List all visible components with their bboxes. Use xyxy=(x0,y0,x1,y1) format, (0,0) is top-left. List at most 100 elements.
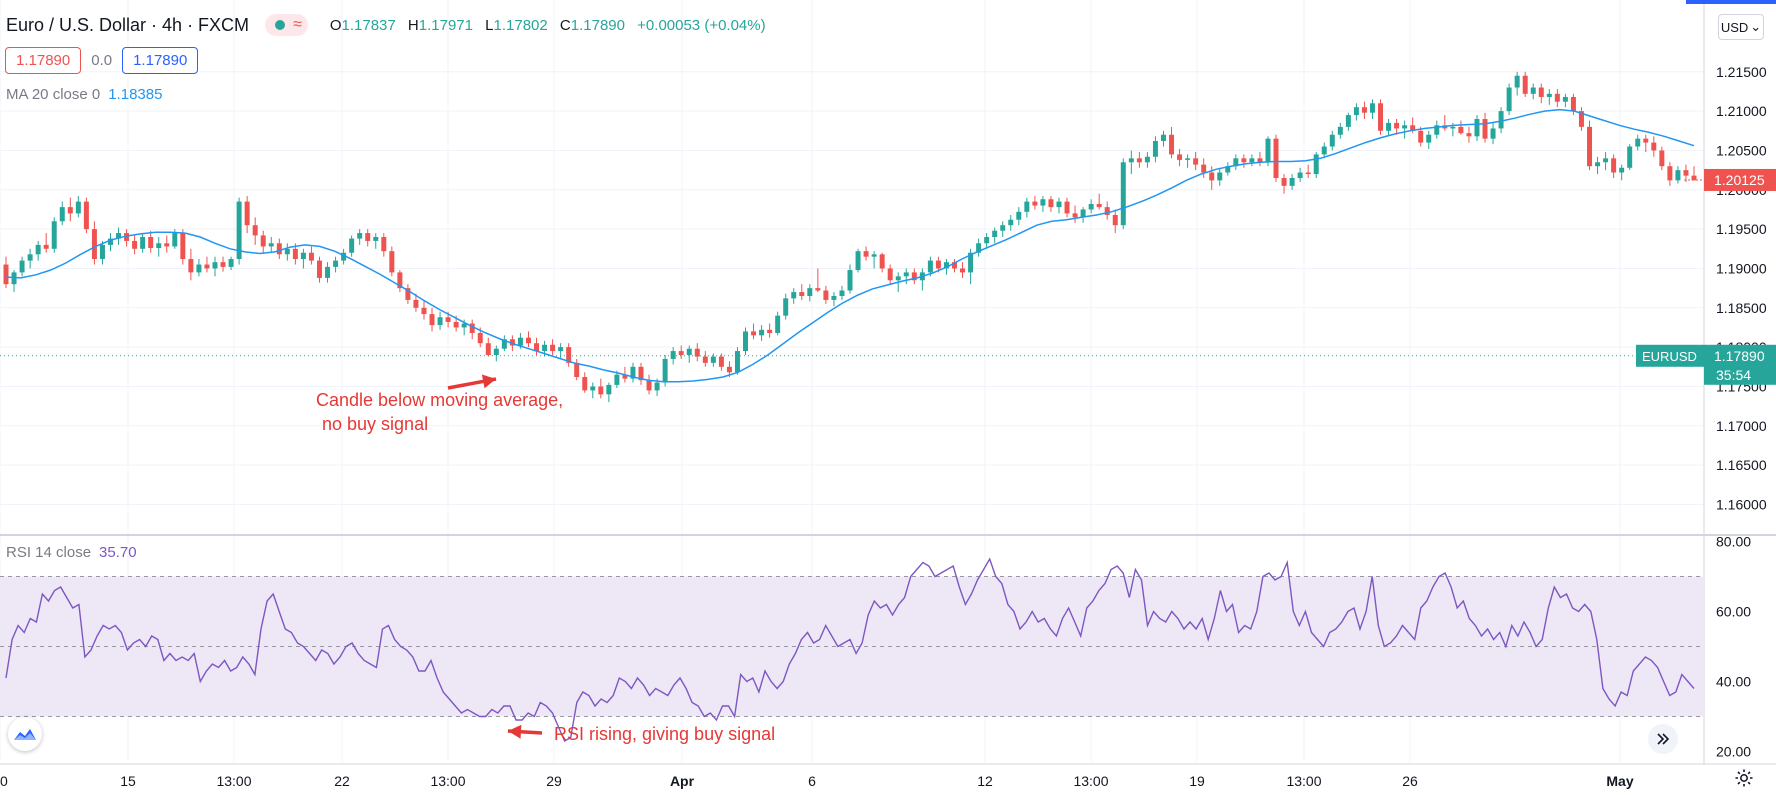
candle-body[interactable] xyxy=(1072,213,1078,218)
candle-body[interactable] xyxy=(252,225,258,236)
current-price-tag[interactable] xyxy=(1704,344,1776,385)
candle-body[interactable] xyxy=(220,262,226,267)
candle-body[interactable] xyxy=(172,233,178,247)
candle-body[interactable] xyxy=(1369,103,1375,113)
candle-body[interactable] xyxy=(1337,126,1343,135)
candle-body[interactable] xyxy=(405,288,411,300)
candle-body[interactable] xyxy=(992,230,998,237)
market-status-pill[interactable]: ≈ xyxy=(265,14,308,36)
candle-body[interactable] xyxy=(1361,107,1367,113)
candle-body[interactable] xyxy=(984,237,990,244)
candle-body[interactable] xyxy=(574,362,580,378)
scroll-to-realtime-button[interactable] xyxy=(1648,724,1678,754)
candle-body[interactable] xyxy=(630,366,636,379)
candle-body[interactable] xyxy=(638,366,644,381)
candle-body[interactable] xyxy=(686,348,692,355)
candle-body[interactable] xyxy=(308,252,314,261)
candle-body[interactable] xyxy=(1169,134,1175,155)
candle-body[interactable] xyxy=(1233,158,1239,167)
candle-body[interactable] xyxy=(1651,142,1657,151)
rsi-legend[interactable]: RSI 14 close 35.70 xyxy=(6,544,137,561)
candle-body[interactable] xyxy=(1603,158,1609,163)
candle-body[interactable] xyxy=(357,233,363,239)
candle-body[interactable] xyxy=(276,243,282,255)
candle-body[interactable] xyxy=(775,315,781,333)
candle-body[interactable] xyxy=(1225,166,1231,173)
candle-body[interactable] xyxy=(1040,199,1046,206)
candle-body[interactable] xyxy=(678,351,684,355)
candle-body[interactable] xyxy=(445,317,451,322)
tradingview-logo-button[interactable] xyxy=(8,717,42,751)
candle-body[interactable] xyxy=(1193,158,1199,165)
candle-body[interactable] xyxy=(124,233,130,241)
candle-body[interactable] xyxy=(622,374,628,379)
candle-body[interactable] xyxy=(292,248,298,260)
candle-body[interactable] xyxy=(550,344,556,352)
candle-body[interactable] xyxy=(373,237,379,241)
candle-body[interactable] xyxy=(927,260,933,273)
candle-body[interactable] xyxy=(1032,201,1038,206)
candle-body[interactable] xyxy=(325,266,331,278)
candle-body[interactable] xyxy=(1466,133,1472,137)
candle-body[interactable] xyxy=(1691,175,1697,181)
candle-body[interactable] xyxy=(188,259,194,273)
candle-body[interactable] xyxy=(1152,141,1158,157)
candle-body[interactable] xyxy=(646,380,652,391)
candle-body[interactable] xyxy=(1482,119,1488,139)
candle-body[interactable] xyxy=(976,243,982,253)
candle-body[interactable] xyxy=(943,262,949,269)
candle-body[interactable] xyxy=(743,331,748,352)
candle-body[interactable] xyxy=(212,262,218,269)
candle-body[interactable] xyxy=(871,254,877,257)
candle-body[interactable] xyxy=(381,237,387,252)
candle-body[interactable] xyxy=(1112,214,1118,226)
sell-button[interactable]: 1.17890 xyxy=(5,47,82,74)
candle-body[interactable] xyxy=(204,264,210,269)
candle-body[interactable] xyxy=(1418,130,1424,143)
candle-body[interactable] xyxy=(534,343,540,352)
candle-body[interactable] xyxy=(895,276,901,281)
candle-body[interactable] xyxy=(542,344,548,352)
candle-body[interactable] xyxy=(960,268,966,273)
candle-body[interactable] xyxy=(1056,201,1062,208)
candle-body[interactable] xyxy=(718,356,724,367)
candle-body[interactable] xyxy=(268,243,274,247)
candle-body[interactable] xyxy=(148,237,154,249)
candle-body[interactable] xyxy=(1024,201,1030,212)
candle-body[interactable] xyxy=(1096,203,1102,208)
candle-body[interactable] xyxy=(694,348,700,357)
candle-body[interactable] xyxy=(35,244,41,255)
candle-body[interactable] xyxy=(469,323,475,333)
candle-body[interactable] xyxy=(1426,134,1432,143)
candle-body[interactable] xyxy=(477,332,483,344)
candle-body[interactable] xyxy=(606,384,612,395)
candle-body[interactable] xyxy=(1587,126,1592,167)
candle-body[interactable] xyxy=(1394,122,1400,129)
candle-body[interactable] xyxy=(935,260,941,269)
rsi-line[interactable] xyxy=(5,557,1695,742)
symbol-price-tag[interactable] xyxy=(1636,344,1704,367)
candle-body[interactable] xyxy=(1490,128,1496,139)
candle-body[interactable] xyxy=(1498,111,1504,129)
candle-body[interactable] xyxy=(751,331,757,336)
candle-body[interactable] xyxy=(509,339,515,346)
last-price-tag[interactable] xyxy=(1704,168,1776,191)
candle-body[interactable] xyxy=(1273,138,1279,178)
candle-body[interactable] xyxy=(180,233,186,260)
candle-body[interactable] xyxy=(839,290,845,296)
candle-body[interactable] xyxy=(1209,172,1215,181)
candle-body[interactable] xyxy=(300,252,306,260)
candle-body[interactable] xyxy=(75,201,81,214)
candle-body[interactable] xyxy=(1683,170,1689,176)
candle-body[interactable] xyxy=(759,329,765,336)
candle-body[interactable] xyxy=(19,260,25,273)
candle-body[interactable] xyxy=(27,254,33,261)
candle-body[interactable] xyxy=(164,243,170,247)
candle-body[interactable] xyxy=(1530,87,1536,94)
candle-body[interactable] xyxy=(1177,154,1183,160)
candle-body[interactable] xyxy=(11,272,17,285)
candle-body[interactable] xyxy=(855,251,861,271)
candle-body[interactable] xyxy=(783,298,789,316)
